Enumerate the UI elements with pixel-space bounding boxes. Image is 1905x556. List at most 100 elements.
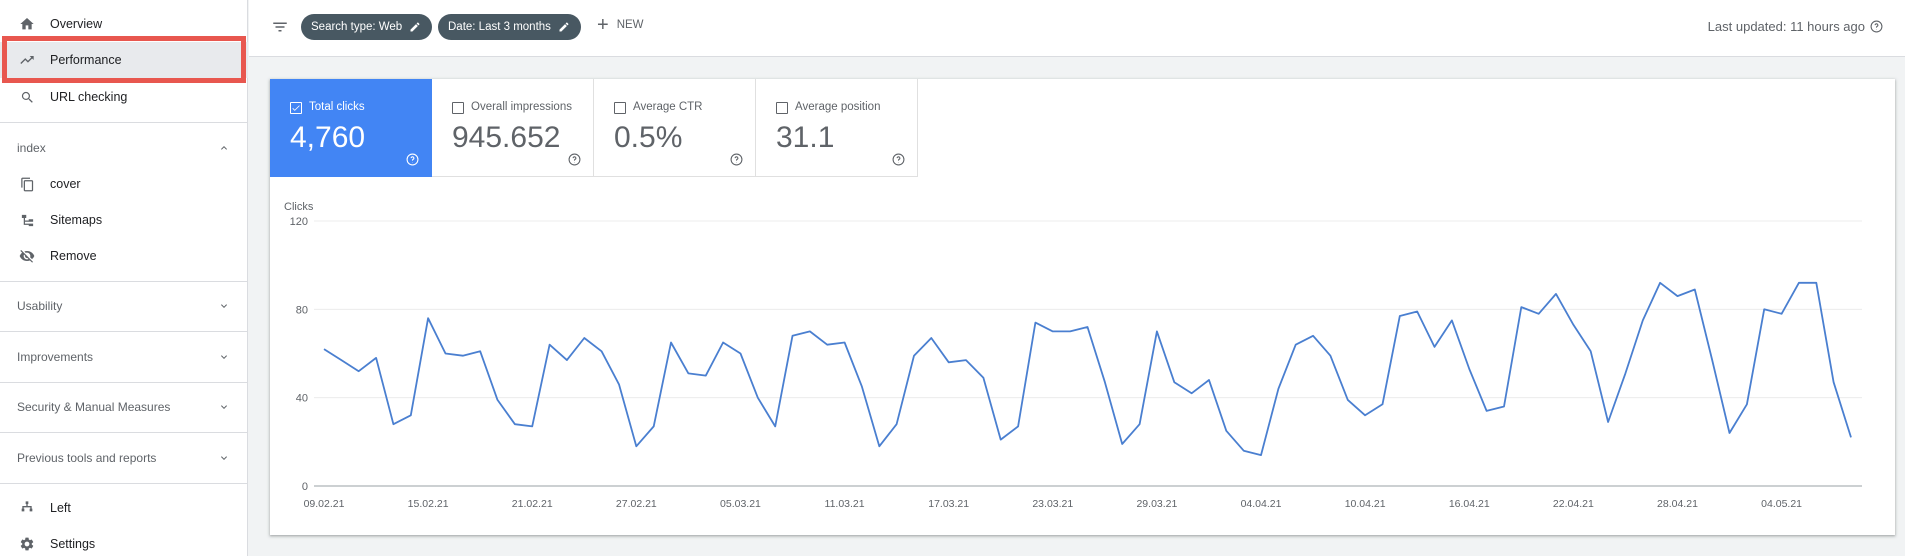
nav-left[interactable]: Left [0,490,248,526]
new-filter-label: NEW [616,19,644,31]
performance-card: Total clicks 4,760 Overall impressions 9… [270,79,1895,535]
section-index-label: index [17,141,46,155]
filter-icon[interactable] [271,18,289,36]
section-security[interactable]: Security & Manual Measures [0,383,248,431]
y-tick-label: 80 [296,304,308,316]
section-usability-label: Usability [17,299,63,313]
metric-impressions[interactable]: Overall impressions 945.652 [432,79,594,177]
metric-average-ctr[interactable]: Average CTR 0.5% [594,79,756,177]
eye-off-icon [17,246,37,266]
metric-average-position[interactable]: Average position 31.1 [756,79,918,177]
y-tick-label: 40 [296,393,308,405]
nav-overview-label: Overview [50,17,103,31]
home-icon [17,14,37,34]
x-tick-label: 17.03.21 [928,498,969,510]
metric-label: Overall impressions [471,101,572,113]
nav-settings-label: Settings [50,537,96,551]
plus-icon: + [597,14,609,36]
nav-overview[interactable]: Overview [0,6,248,42]
x-tick-label: 04.04.21 [1241,498,1282,510]
metric-value: 945.652 [452,121,561,154]
metric-label: Total clicks [309,101,365,113]
x-tick-label: 21.02.21 [512,498,553,510]
pencil-icon [410,22,420,32]
pencil-icon [559,22,569,32]
section-improvements[interactable]: Improvements [0,333,248,381]
sidebar: Overview Performance URL checking index … [0,0,248,556]
checkbox-average-ctr[interactable] [614,102,626,114]
x-tick-label: 05.03.21 [720,498,761,510]
checkbox-total-clicks[interactable] [290,102,302,114]
chevron-up-icon [221,146,227,150]
topbar: Search type: Web Date: Last 3 months + N… [249,0,1905,57]
divider [0,483,248,484]
section-usability[interactable]: Usability [0,282,248,330]
divider [0,122,248,123]
last-updated-text: Last updated: 11 hours ago [1707,19,1865,34]
nav-url-checking-label: URL checking [50,90,128,104]
sitemap-icon [17,210,37,230]
checkbox-average-position[interactable] [776,102,788,114]
nav-performance[interactable]: Performance [0,42,248,78]
divider [0,331,248,332]
chevron-down-icon [221,456,227,460]
x-tick-label: 16.04.21 [1449,498,1490,510]
search-type-chip-label: Search type: Web [311,21,403,33]
new-filter-button[interactable]: + NEW [597,14,644,36]
metric-label: Average CTR [633,101,703,113]
x-tick-label: 28.04.21 [1657,498,1698,510]
clicks-series-line [323,281,1852,457]
nav-cover[interactable]: cover [0,166,248,202]
x-tick-label: 22.04.21 [1553,498,1594,510]
x-tick-label: 10.04.21 [1345,498,1386,510]
chevron-down-icon [221,304,227,308]
gear-icon [17,534,37,554]
metric-label: Average position [795,101,881,113]
divider [0,281,248,282]
x-tick-label: 27.02.21 [616,498,657,510]
section-improvements-label: Improvements [17,350,94,364]
x-tick-label: 04.05.21 [1761,498,1802,510]
section-previous-tools-label: Previous tools and reports [17,451,157,465]
section-security-label: Security & Manual Measures [17,400,171,414]
last-updated: Last updated: 11 hours ago [1708,19,1883,34]
checkbox-impressions[interactable] [452,102,464,114]
date-range-chip[interactable]: Date: Last 3 months [438,14,581,40]
search-type-chip[interactable]: Search type: Web [301,14,433,40]
nav-settings[interactable]: Settings [0,526,248,556]
x-tick-label: 09.02.21 [304,498,345,510]
section-index[interactable]: index [0,124,248,172]
x-tick-label: 11.03.21 [825,498,865,510]
chevron-down-icon [221,355,227,359]
nav-remove[interactable]: Remove [0,238,248,274]
nav-url-checking[interactable]: URL checking [0,79,248,115]
nav-sitemaps-label: Sitemaps [50,213,103,227]
help-icon[interactable] [568,153,581,166]
x-tick-label: 29.03.21 [1136,498,1177,510]
chevron-down-icon [221,405,227,409]
metric-total-clicks[interactable]: Total clicks 4,760 [270,79,432,177]
copy-icon [17,174,37,194]
help-icon[interactable] [730,153,743,166]
divider [0,432,248,433]
check-icon [292,105,300,111]
metric-value: 4,760 [290,121,366,154]
y-tick-label: 120 [290,216,308,228]
x-tick-label: 15.02.21 [408,498,449,510]
help-icon[interactable] [1870,20,1883,33]
x-tick-label: 23.03.21 [1032,498,1073,510]
help-icon[interactable] [892,153,905,166]
metric-value: 31.1 [776,121,835,154]
nav-remove-label: Remove [50,249,97,263]
metric-value: 0.5% [614,121,683,154]
y-tick-label: 0 [302,481,308,493]
nav-performance-label: Performance [50,53,122,67]
trending-up-icon [17,50,37,70]
divider [0,382,248,383]
nav-sitemaps[interactable]: Sitemaps [0,202,248,238]
y-axis-label: Clicks [284,201,314,213]
help-icon[interactable] [406,153,419,166]
links-icon [17,498,37,518]
section-previous-tools[interactable]: Previous tools and reports [0,434,248,482]
search-icon [17,87,37,107]
